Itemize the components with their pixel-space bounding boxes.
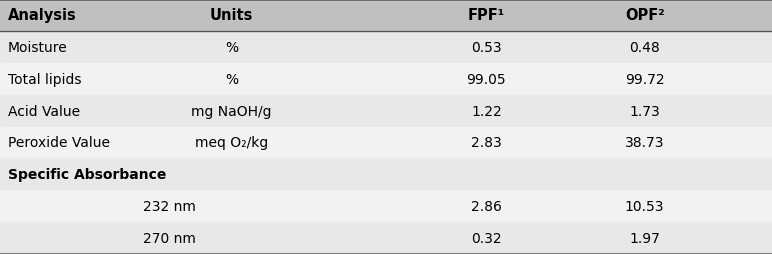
Text: Moisture: Moisture [8,41,67,55]
Text: %: % [225,41,239,55]
Text: 270 nm: 270 nm [144,231,196,245]
Text: Analysis: Analysis [8,8,76,23]
Text: %: % [225,72,239,86]
Bar [0,95,772,127]
Bar [0,222,772,254]
Text: Specific Absorbance: Specific Absorbance [8,168,166,182]
Text: 0.48: 0.48 [629,41,660,55]
Bar [0,127,772,159]
Bar [0,0,772,32]
Text: 99.05: 99.05 [466,72,506,86]
Text: 0.32: 0.32 [471,231,502,245]
Text: 38.73: 38.73 [625,136,665,150]
Text: 1.22: 1.22 [471,104,502,118]
Bar [0,64,772,95]
Text: Total lipids: Total lipids [8,72,81,86]
Text: Peroxide Value: Peroxide Value [8,136,110,150]
Text: 2.83: 2.83 [471,136,502,150]
Text: 10.53: 10.53 [625,199,665,213]
Text: Acid Value: Acid Value [8,104,80,118]
Text: 2.86: 2.86 [471,199,502,213]
Text: mg NaOH/g: mg NaOH/g [191,104,272,118]
Bar [0,159,772,190]
Text: 99.72: 99.72 [625,72,665,86]
Text: FPF¹: FPF¹ [468,8,505,23]
Text: 1.73: 1.73 [629,104,660,118]
Text: 0.53: 0.53 [471,41,502,55]
Text: 1.97: 1.97 [629,231,660,245]
Text: Units: Units [210,8,253,23]
Text: OPF²: OPF² [625,8,665,23]
Bar [0,190,772,222]
Text: meq O₂/kg: meq O₂/kg [195,136,268,150]
Text: 232 nm: 232 nm [144,199,196,213]
Bar [0,32,772,64]
